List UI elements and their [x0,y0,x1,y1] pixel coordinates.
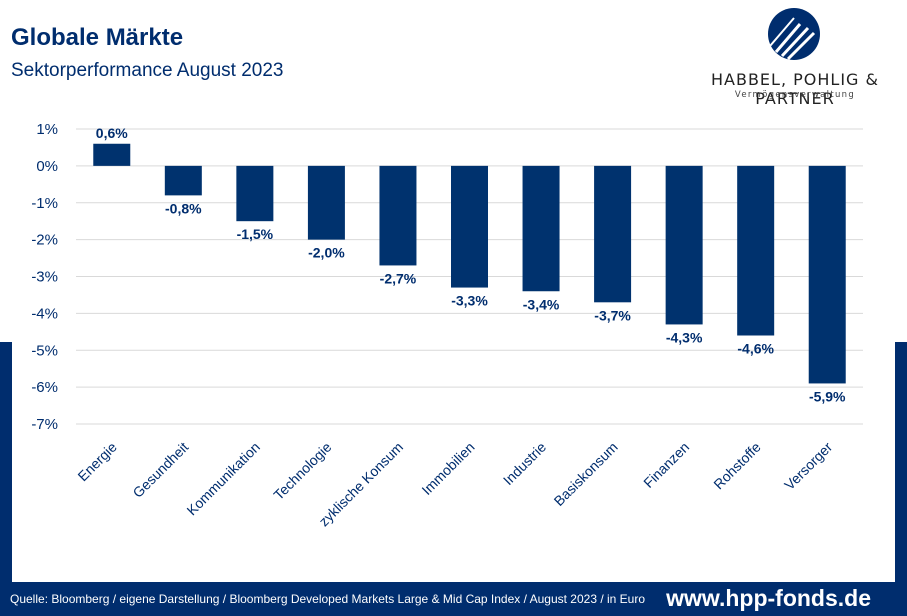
bar [164,165,202,196]
x-category-label: Immobilien [418,439,477,498]
x-category-label: Industrie [500,439,549,488]
y-tick-label: 0% [36,158,58,175]
y-tick-label: -5% [31,342,58,359]
data-label: -0,8% [165,200,202,216]
data-label: -1,5% [237,226,274,242]
data-label: -3,7% [594,307,631,323]
bar [379,165,417,266]
footer-url-link[interactable]: www.hpp-fonds.de [666,585,871,611]
logo-tagline: Vermögensverwaltung [734,90,856,100]
y-tick-label: -4% [31,305,58,322]
data-label: -2,7% [380,270,417,286]
data-label: -4,3% [666,329,703,345]
right-accent-bar [895,342,907,582]
data-label: -4,6% [737,341,774,357]
company-logo: HABBEL, POHLIG & PARTNER Vermögensverwal… [690,6,900,108]
bar [522,165,560,292]
footer-bar: Quelle: Bloomberg / eigene Darstellung /… [0,582,907,616]
data-label: -3,3% [451,293,488,309]
y-tick-label: 1% [36,121,58,138]
bar [93,143,131,166]
y-tick-label: -1% [31,195,58,212]
logo-emblem-icon [768,8,820,61]
page-subtitle: Sektorperformance August 2023 [11,60,284,81]
sector-performance-chart: 1% 0% -1% -2% -3% -4% -5% -6% -7% 0,6% Energie -0,8… [31,121,863,529]
bar [307,165,345,240]
bar [236,165,274,222]
logo-company-name: HABBEL, POHLIG & PARTNER [711,70,879,108]
data-label: -5,9% [809,388,846,404]
x-category-label: Gesundheit [129,439,191,501]
y-tick-label: -3% [31,269,58,286]
y-tick-label: -6% [31,379,58,396]
left-accent-bar [0,342,12,582]
y-tick-label: -7% [31,416,58,433]
data-label: 0,6% [96,125,128,141]
bar [737,165,775,336]
bar [451,165,488,288]
data-label: -3,4% [523,296,560,312]
x-category-label: Energie [74,439,120,485]
y-tick-label: -2% [31,232,58,249]
x-category-label: Versorger [781,439,835,493]
x-category-label: Basiskonsum [551,439,621,509]
x-category-label: Kommunikation [183,439,263,519]
footer-source: Quelle: Bloomberg / eigene Darstellung /… [10,592,646,606]
x-category-label: Rohstoffe [710,439,764,493]
data-label: -2,0% [308,245,345,261]
bar [665,165,703,325]
bar [594,165,632,303]
x-category-label: Finanzen [640,439,692,491]
page-title: Globale Märkte [11,24,184,51]
bar [808,165,846,384]
x-category-label: Technologie [270,439,334,503]
